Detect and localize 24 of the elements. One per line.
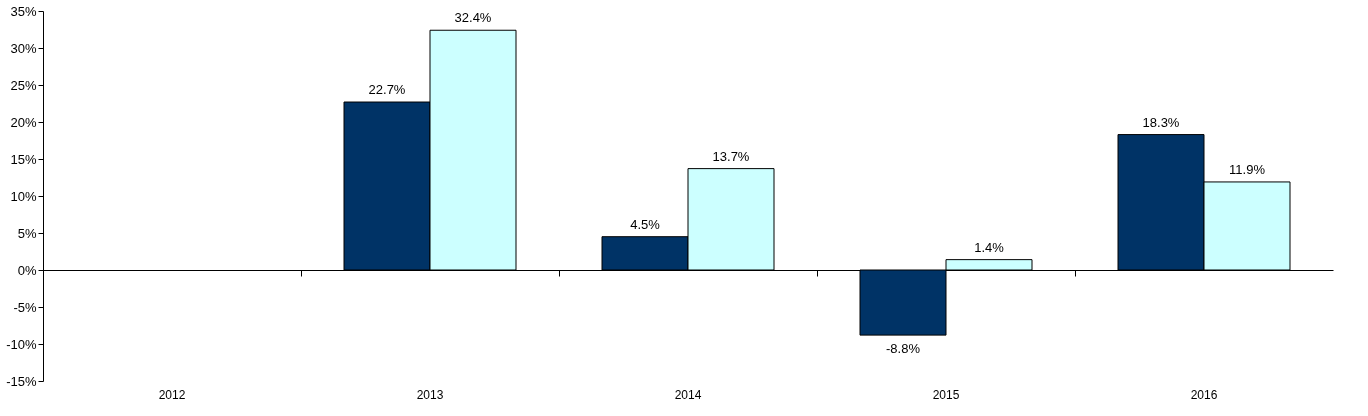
y-tick-label: 10% [10, 188, 37, 204]
y-tick-label: -10% [6, 336, 37, 352]
y-tick-label: 30% [10, 40, 37, 56]
y-tick-label: -15% [6, 373, 37, 389]
y-tick-label: 15% [10, 151, 37, 167]
x-tick-label: 2015 [932, 387, 960, 402]
data-label: 11.9% [1229, 161, 1266, 177]
x-tick-label: 2016 [1190, 387, 1218, 402]
x-tick-label: 2014 [674, 387, 702, 402]
data-label: 32.4% [454, 10, 492, 26]
y-tick-label: 20% [10, 114, 37, 130]
y-tick-label: 35% [10, 3, 37, 19]
y-tick-label: 5% [17, 225, 37, 241]
x-tick-label: 2013 [416, 387, 444, 402]
data-label: 13.7% [712, 148, 750, 164]
data-label: 22.7% [368, 82, 406, 98]
data-label: 1.4% [974, 239, 1005, 255]
y-tick-label: 0% [17, 262, 37, 278]
data-label: -8.8% [886, 341, 921, 357]
x-tick-label: 2012 [158, 387, 186, 402]
data-label: 4.5% [630, 216, 661, 232]
y-tick-label: -5% [13, 299, 37, 315]
data-label: 18.3% [1142, 114, 1180, 130]
y-tick-label: 25% [10, 77, 37, 93]
